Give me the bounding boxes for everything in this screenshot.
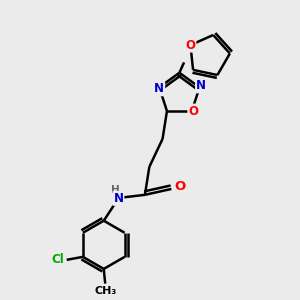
Text: N: N — [196, 80, 206, 92]
Text: O: O — [185, 39, 196, 52]
Text: Cl: Cl — [51, 253, 64, 266]
Text: H: H — [111, 184, 120, 194]
Text: N: N — [113, 192, 123, 205]
Text: O: O — [175, 179, 186, 193]
Text: O: O — [188, 104, 198, 118]
Text: N: N — [154, 82, 164, 95]
Text: CH₃: CH₃ — [94, 286, 116, 296]
